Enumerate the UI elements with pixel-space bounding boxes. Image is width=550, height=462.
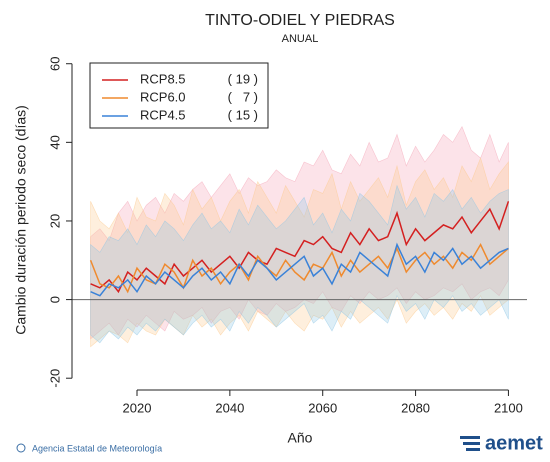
logo-mark xyxy=(460,436,480,451)
series-line xyxy=(90,242,509,297)
x-tick-label: 2020 xyxy=(123,400,152,415)
source: Agencia Estatal de Meteorología xyxy=(32,443,162,453)
y-axis-label: Cambio duración periodo seco (días) xyxy=(13,105,29,335)
legend-count: ( 15 ) xyxy=(228,107,258,122)
legend-count: ( 19 ) xyxy=(228,71,258,86)
x-tick-label: 2040 xyxy=(215,400,244,415)
y-tick-label: 40 xyxy=(47,135,62,149)
chart-subtitle: ANUAL xyxy=(282,33,319,45)
y-tick-label: 60 xyxy=(47,56,62,70)
range-band xyxy=(90,184,509,344)
legend-box xyxy=(89,62,269,129)
legend-label: RCP4.5 xyxy=(140,107,186,122)
x-axis-label: Año xyxy=(288,430,313,446)
legend-label: RCP6.0 xyxy=(140,89,186,104)
series-line xyxy=(89,242,509,294)
legend-count: ( 7 ) xyxy=(228,89,258,104)
x-tick-label: 2080 xyxy=(401,400,430,415)
y-tick-label: 20 xyxy=(47,214,62,228)
x-tick-label: 2060 xyxy=(308,400,337,415)
source-icon xyxy=(16,443,26,453)
legend-label: RCP8.5 xyxy=(140,71,186,86)
chart-title: TINTO-ODIEL Y PIEDRAS xyxy=(205,12,395,29)
x-tick-label: 2100 xyxy=(494,400,523,415)
series-line xyxy=(90,201,510,294)
logo: aemet xyxy=(485,432,543,454)
y-tick-label: -20 xyxy=(47,369,62,388)
y-tick-label: 0 xyxy=(47,296,62,303)
